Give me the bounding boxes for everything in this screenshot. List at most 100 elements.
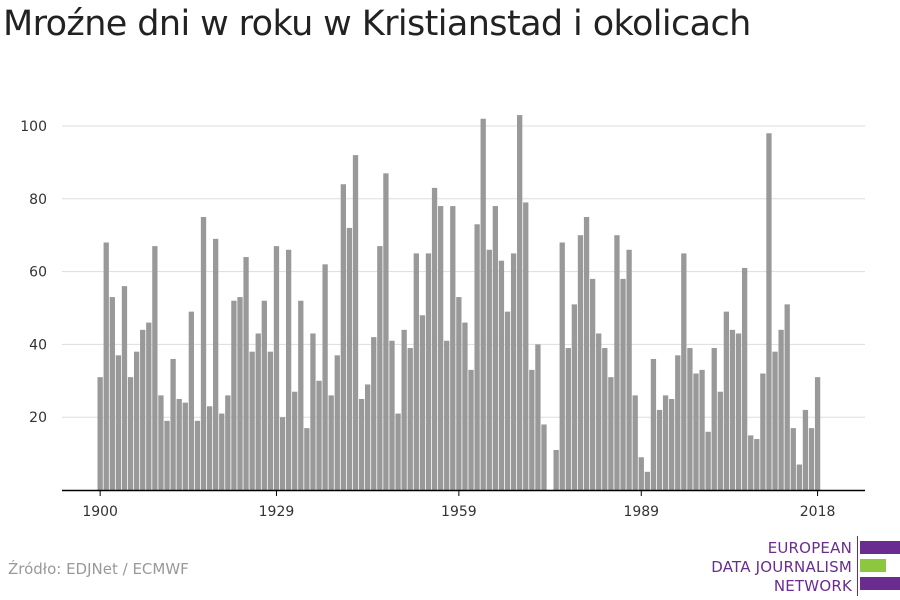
bar	[121, 286, 128, 490]
bar	[717, 391, 723, 490]
bar	[559, 242, 565, 490]
bar	[334, 355, 340, 490]
bar	[650, 358, 657, 490]
x-tick-label: 2018	[800, 504, 836, 520]
logo-divider	[857, 536, 858, 596]
bar	[237, 297, 243, 490]
bar	[97, 377, 103, 490]
bar	[772, 351, 778, 490]
bar	[699, 369, 705, 490]
bar	[425, 253, 432, 490]
bar	[285, 249, 292, 490]
bar	[340, 184, 346, 491]
bar	[249, 351, 255, 490]
bar	[498, 260, 505, 490]
bar	[140, 329, 146, 490]
bar	[602, 348, 608, 490]
y-tick-label: 100	[20, 119, 47, 135]
bar	[389, 340, 395, 490]
bar	[662, 395, 669, 490]
bar	[754, 439, 760, 490]
bar	[723, 311, 730, 490]
bar	[474, 224, 480, 490]
bar	[644, 471, 650, 490]
bar	[316, 380, 322, 490]
bar	[304, 428, 310, 490]
bar	[292, 391, 298, 490]
logo-line-2: DATA JOURNALISM	[711, 558, 852, 576]
bar	[213, 238, 219, 490]
bar	[133, 351, 140, 490]
bar	[571, 304, 578, 490]
bar	[553, 449, 559, 490]
bar	[729, 329, 736, 490]
bar	[231, 300, 237, 490]
bar	[687, 348, 693, 490]
bar	[395, 413, 401, 490]
bar	[194, 420, 201, 490]
bar	[656, 409, 663, 490]
bar	[760, 373, 766, 490]
bar	[377, 246, 383, 490]
y-tick-label: 60	[29, 265, 47, 281]
bar	[219, 413, 225, 490]
bar	[808, 428, 815, 490]
bar	[790, 428, 796, 490]
bar	[273, 246, 280, 490]
bar	[431, 187, 438, 490]
bar	[127, 377, 134, 490]
bar	[255, 333, 261, 490]
bar	[115, 355, 122, 490]
y-tick-label: 20	[29, 410, 47, 426]
bar	[401, 329, 407, 490]
bar	[766, 133, 772, 490]
bar	[164, 420, 170, 490]
x-tick-label: 1989	[623, 504, 659, 520]
bar	[170, 358, 176, 490]
bar	[517, 115, 523, 490]
bar	[480, 118, 486, 490]
bar	[735, 333, 742, 490]
chart-title: Mroźne dni w roku w Kristianstad i okoli…	[3, 4, 751, 44]
x-tick-label: 1959	[441, 504, 477, 520]
bar	[322, 264, 328, 490]
bar	[778, 329, 784, 490]
bar	[346, 227, 353, 491]
bar	[103, 242, 109, 490]
bar	[675, 355, 681, 490]
bar	[310, 333, 316, 490]
bar	[504, 311, 511, 490]
bar	[267, 351, 274, 490]
bar	[298, 300, 304, 490]
bar	[176, 399, 182, 490]
bar	[693, 373, 699, 490]
bar	[529, 369, 535, 490]
logo-line-1: EUROPEAN	[767, 539, 852, 557]
bar	[365, 384, 371, 490]
bars	[97, 115, 821, 491]
x-tick-label: 1900	[82, 504, 118, 520]
bar	[437, 206, 444, 490]
bar	[638, 457, 644, 490]
y-tick-label: 40	[29, 337, 47, 353]
bar	[632, 395, 638, 490]
bar	[705, 431, 711, 490]
bar	[796, 464, 802, 490]
bar	[614, 235, 620, 490]
bar	[462, 322, 468, 490]
bar	[814, 377, 821, 490]
bar	[535, 344, 541, 490]
bar	[589, 278, 596, 490]
bar	[358, 399, 365, 490]
bar	[279, 417, 286, 490]
bar	[413, 253, 419, 490]
bar	[541, 424, 547, 490]
bar	[109, 297, 115, 490]
bar	[468, 369, 474, 490]
bar	[456, 297, 462, 490]
bar	[711, 348, 717, 490]
bar	[486, 249, 492, 490]
logo-line-3: NETWORK	[773, 577, 852, 595]
bar	[492, 206, 498, 490]
